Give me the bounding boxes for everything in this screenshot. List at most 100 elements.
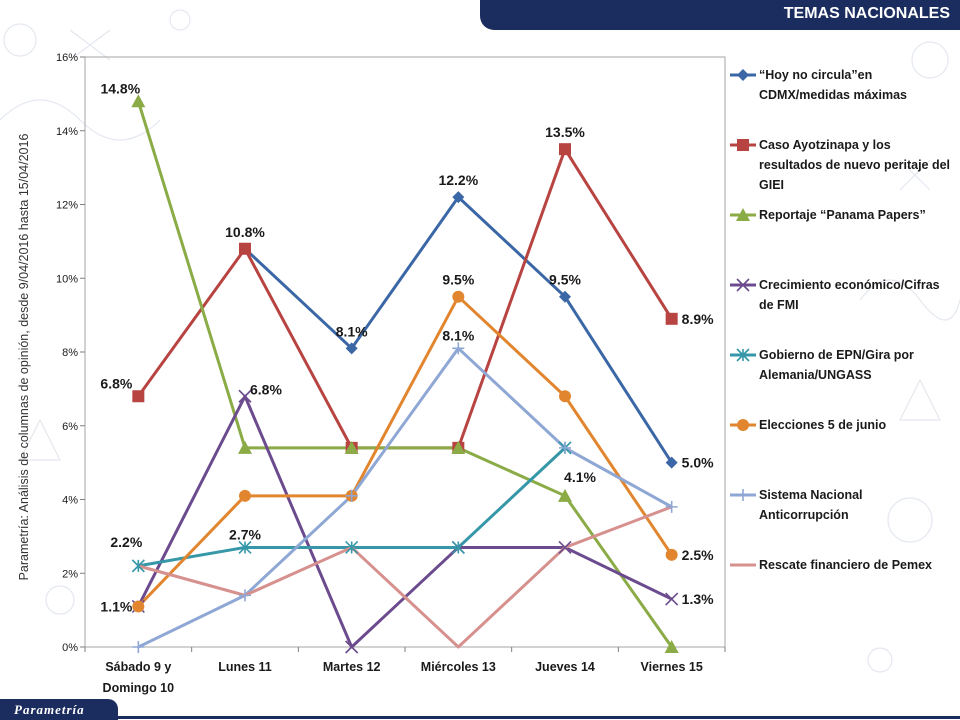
marker-x (238, 389, 252, 403)
marker-star (736, 348, 750, 362)
marker-plus (239, 589, 251, 602)
series-markers (131, 94, 679, 653)
legend-swatch (730, 139, 756, 151)
legend-item: Crecimiento económico/Cifras de FMI (730, 272, 955, 342)
chart-legend: “Hoy no circula”en CDMX/medidas máximas C… (730, 62, 955, 622)
y-tick-label: 0% (62, 642, 78, 654)
marker-plus (345, 489, 358, 502)
data-label: 8.1% (442, 327, 474, 343)
legend-item: Rescate financiero de Pemex (730, 552, 955, 622)
x-tick-label: Lunes 11 (218, 660, 272, 674)
series-markers (131, 389, 679, 654)
marker-star (131, 559, 145, 573)
data-label: 1.3% (682, 591, 714, 607)
y-tick-label: 16% (56, 52, 78, 64)
marker-diamond (452, 191, 465, 204)
data-label: 1.1% (100, 598, 132, 614)
marker-triangle (451, 440, 466, 454)
x-tick-label: Jueves 14 (535, 660, 595, 674)
marker-diamond (559, 290, 571, 303)
data-label: 12.2% (438, 172, 478, 188)
legend-item: Gobierno de EPN/Gira por Alemania/UNGASS (730, 342, 955, 412)
marker-triangle (558, 488, 572, 502)
marker-circle (452, 290, 465, 303)
legend-label: Reportaje “Panama Papers” (759, 208, 926, 222)
x-tick-label: Domingo 10 (103, 681, 175, 695)
marker-triangle (238, 440, 252, 454)
header-bar: TEMAS NACIONALES (480, 0, 960, 30)
marker-diamond (665, 456, 678, 469)
legend-label: Gobierno de EPN/Gira por Alemania/UNGASS (759, 348, 914, 382)
series-line (137, 295, 673, 608)
marker-triangle (664, 640, 679, 653)
marker-square (665, 312, 678, 325)
marker-plus (737, 489, 749, 501)
legend-label: Sistema Nacional Anticorrupción (759, 488, 863, 522)
data-label: 9.5% (442, 272, 474, 288)
marker-square (559, 143, 571, 156)
legend-label: Crecimiento económico/Cifras de FMI (759, 278, 940, 312)
y-tick-label: 8% (62, 347, 78, 359)
marker-x (558, 540, 572, 555)
marker-diamond (737, 69, 749, 81)
y-tick-label: 14% (56, 126, 78, 138)
legend-swatch (730, 278, 756, 292)
marker-square (132, 390, 145, 403)
marker-star (238, 540, 252, 555)
marker-plus (665, 500, 678, 513)
data-label: 9.5% (549, 272, 581, 288)
marker-star (345, 540, 359, 555)
data-label: 6.8% (250, 381, 282, 397)
y-tick-label: 10% (56, 273, 78, 285)
series-line (137, 505, 673, 649)
marker-x (345, 640, 359, 654)
y-tick-label: 12% (56, 200, 78, 212)
marker-plus (452, 342, 465, 355)
legend-swatch (730, 489, 756, 501)
series-markers (132, 342, 678, 653)
legend-label: Elecciones 5 de junio (759, 418, 887, 432)
legend-label: Caso Ayotzinapa y los resultados de nuev… (759, 138, 951, 192)
legend-swatch (730, 419, 756, 431)
data-label: 5.0% (682, 455, 714, 471)
series-line (137, 147, 673, 450)
x-tick-label: Viernes 15 (641, 660, 703, 674)
data-label: 8.1% (336, 323, 368, 339)
marker-triangle (736, 208, 750, 221)
marker-diamond (345, 342, 358, 355)
marker-x (736, 278, 750, 292)
legend-swatch (730, 348, 756, 362)
marker-star (451, 540, 465, 555)
data-label: 8.9% (682, 311, 714, 327)
marker-circle (132, 600, 145, 613)
marker-x (665, 592, 679, 606)
marker-circle (239, 489, 251, 502)
data-label: 6.8% (100, 375, 132, 391)
legend-item: Reportaje “Panama Papers” (730, 202, 955, 272)
data-label: 13.5% (545, 124, 585, 140)
legend-swatch (730, 208, 756, 221)
x-tick-label: Miércoles 13 (421, 660, 496, 674)
data-label: 14.8% (100, 80, 140, 96)
y-tick-label: 2% (62, 568, 78, 580)
data-label: 2.5% (682, 547, 714, 563)
marker-triangle (344, 440, 359, 454)
marker-square (239, 242, 251, 255)
marker-plus (132, 641, 145, 653)
data-label: 2.2% (110, 534, 142, 550)
x-tick-label: Sábado 9 y (105, 660, 171, 674)
marker-square (737, 139, 749, 151)
data-label: 2.7% (229, 526, 261, 542)
legend-item: Caso Ayotzinapa y los resultados de nuev… (730, 132, 955, 202)
data-label: 4.1% (564, 469, 596, 485)
legend-swatch (730, 69, 756, 81)
y-tick-label: 6% (62, 421, 78, 433)
series-line (137, 346, 673, 649)
marker-triangle (131, 94, 146, 108)
legend-item: Sistema Nacional Anticorrupción (730, 482, 955, 552)
marker-circle (737, 419, 749, 431)
parametria-logo: Parametría (0, 699, 118, 720)
series-line (136, 100, 673, 648)
